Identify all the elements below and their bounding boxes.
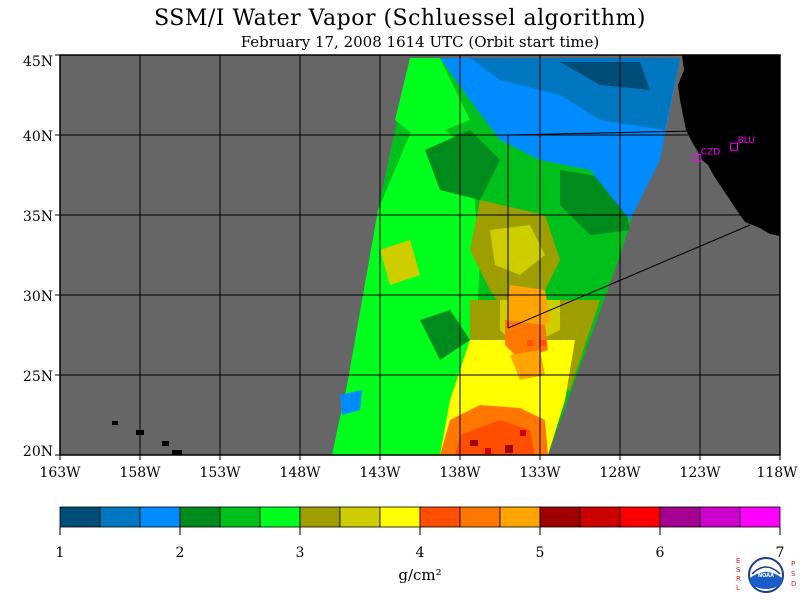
logo-letter: S [736, 566, 741, 574]
colorbar-tick-label: 6 [655, 545, 665, 561]
colorbar-tick-label: 3 [295, 545, 305, 561]
lon-label: 153W [199, 465, 241, 481]
logo-letter: E [736, 557, 740, 565]
colorbar-tick-label: 4 [415, 545, 425, 561]
lon-label: 158W [119, 465, 161, 481]
colorbar-tick-label: 2 [175, 545, 185, 561]
colorbar-segment [379, 506, 421, 528]
lat-label: 40N [23, 129, 53, 145]
logo-letter: R [736, 575, 741, 583]
map-grid [60, 55, 780, 455]
colorbar-segment [659, 506, 701, 528]
transect-lines [507, 129, 751, 329]
colorbar-segment [339, 506, 381, 528]
lat-label: 20N [23, 444, 53, 460]
logo-center-text: NOAA [758, 573, 774, 579]
colorbar-tick-label: 1 [55, 545, 65, 561]
colorbar-segment [579, 506, 621, 528]
colorbar-unit: g/cm² [398, 566, 442, 584]
colorbar-segment [739, 506, 781, 528]
colorbar-segment [299, 506, 341, 528]
colorbar-segment [539, 506, 581, 528]
lon-label: 138W [439, 465, 481, 481]
colorbar-segment [499, 506, 541, 528]
lat-label: 30N [23, 289, 53, 305]
lon-label: 133W [519, 465, 561, 481]
station-marker-blu [730, 142, 739, 151]
map-subtitle: February 17, 2008 1614 UTC (Orbit start … [240, 33, 600, 51]
map-frame [59, 54, 781, 456]
colorbar-tick-label: 5 [535, 545, 545, 561]
axis-ticks [55, 54, 781, 460]
noaa-logo: E S R L P S D NOAA [736, 557, 796, 593]
colorbar-tick-label: 7 [775, 545, 785, 561]
lon-label: 128W [599, 465, 641, 481]
station-label-blu: BLU [738, 136, 755, 146]
logo-letter: S [791, 570, 796, 578]
logo-letter: D [791, 580, 796, 588]
lon-label: 148W [279, 465, 321, 481]
lon-label: 143W [359, 465, 401, 481]
colorbar [59, 506, 781, 528]
colorbar-segment [59, 506, 101, 528]
colorbar-segment [99, 506, 141, 528]
colorbar-segment [139, 506, 181, 528]
station-marker-czd [693, 153, 702, 162]
map-title: SSM/I Water Vapor (Schluessel algorithm) [154, 6, 646, 31]
colorbar-segment [259, 506, 301, 528]
logo-letter: L [736, 584, 740, 592]
lat-label: 25N [23, 369, 53, 385]
land-mass [678, 55, 780, 236]
lon-label: 118W [756, 465, 798, 481]
colorbar-segment [179, 506, 221, 528]
lat-label: 35N [23, 209, 53, 225]
logo-letter: P [791, 560, 795, 568]
colorbar-segment [459, 506, 501, 528]
station-markers: CZD BLU [693, 136, 755, 162]
colorbar-segment [619, 506, 661, 528]
colorbar-segment [219, 506, 261, 528]
lat-label: 45N [23, 54, 53, 70]
colorbar-segment [419, 506, 461, 528]
colorbar-ticks [59, 527, 781, 535]
lon-label: 163W [39, 465, 81, 481]
colorbar-segment [699, 506, 741, 528]
lon-label: 123W [679, 465, 721, 481]
station-label-czd: CZD [701, 147, 720, 157]
